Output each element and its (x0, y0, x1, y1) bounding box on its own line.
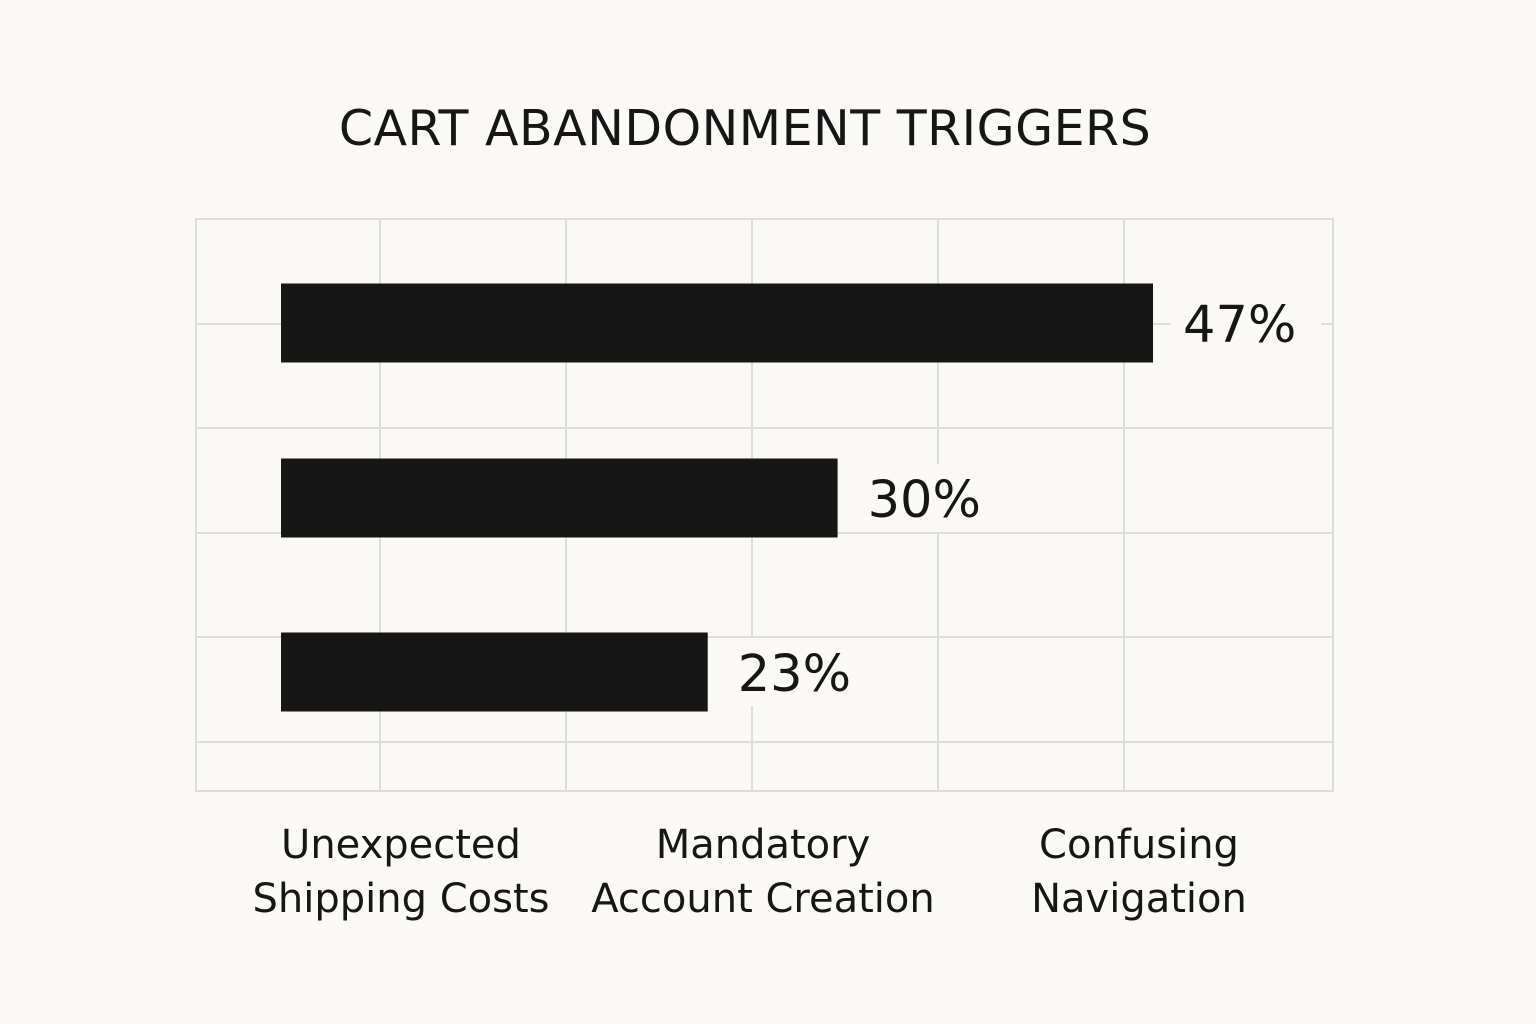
bar-value-label: 23% (738, 645, 851, 704)
category-label: Confusing Navigation (1031, 822, 1247, 922)
bar-value-label: 47% (1183, 296, 1296, 355)
bar-label-backdrop (725, 638, 876, 706)
chart-title: CART ABANDONMENT TRIGGERS (338, 100, 1152, 157)
category-label-line: Unexpected (281, 822, 521, 868)
category-label: Mandatory Account Creation (591, 822, 934, 922)
plot-frame (195, 218, 1334, 792)
category-label-line: Navigation (1031, 876, 1247, 922)
bars-layer (281, 283, 1153, 712)
value-labels-layer: 47% 30% 23% (725, 289, 1321, 706)
category-label: Unexpected Shipping Costs (253, 822, 550, 922)
category-label-line: Account Creation (591, 876, 934, 922)
bar-value-label: 30% (868, 471, 981, 530)
bar-label-backdrop (855, 464, 1006, 532)
bar (281, 632, 708, 712)
category-label-line: Shipping Costs (253, 876, 550, 922)
category-labels-layer: Unexpected Shipping Costs Mandatory Account… (253, 822, 1247, 922)
bar (281, 283, 1153, 363)
bar-label-backdrop (1171, 289, 1321, 357)
category-label-line: Mandatory (656, 822, 871, 868)
category-label-line: Confusing (1039, 822, 1239, 868)
bar (281, 458, 838, 538)
